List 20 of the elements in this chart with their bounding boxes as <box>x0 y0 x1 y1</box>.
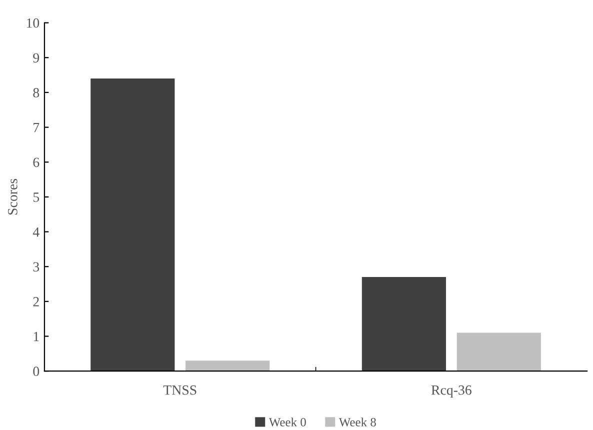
bar <box>362 277 446 372</box>
bar <box>186 360 270 372</box>
x-tick-label: Rcq-36 <box>431 385 472 398</box>
bar <box>90 78 175 372</box>
y-axis-title: Scores <box>8 178 18 215</box>
legend-label: Week 8 <box>338 418 376 426</box>
y-tick-label: 8 <box>33 88 40 98</box>
y-tick-label: 6 <box>33 158 40 168</box>
y-tick-label: 2 <box>33 297 39 306</box>
y-tick-label: 4 <box>32 227 40 237</box>
y-tick-label: 0 <box>33 366 40 376</box>
bar <box>456 332 541 372</box>
y-tick-label: 9 <box>33 53 40 63</box>
y-tick-label: 7 <box>34 123 40 132</box>
y-tick-label: 5 <box>33 192 40 202</box>
y-tick-label: 1 <box>34 332 39 342</box>
legend-label: Week 0 <box>268 418 306 426</box>
x-tick-label: TNSS <box>163 385 196 395</box>
y-tick-label: 3 <box>33 262 40 272</box>
y-tick-label: 10 <box>26 18 40 28</box>
